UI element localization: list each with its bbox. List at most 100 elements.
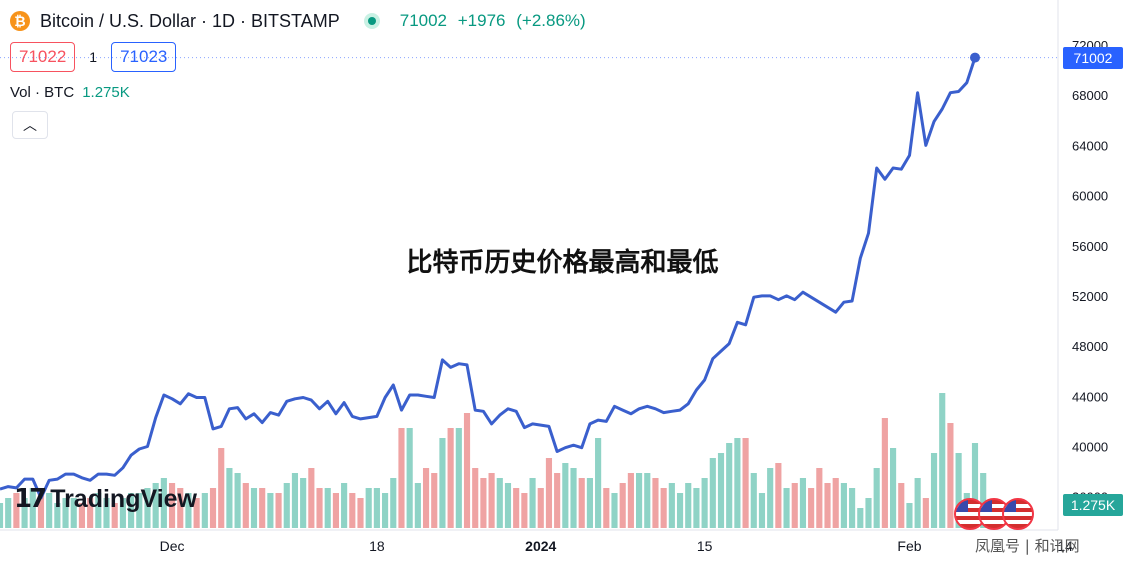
volume-bar [87,498,94,528]
volume-bar [717,453,725,528]
chevron-up-icon: ︿ [23,117,37,133]
volume-bar [619,483,626,528]
y-tick-label: 52000 [1072,289,1108,304]
volume-bar [513,488,520,528]
volume-bar [939,393,946,528]
chart-header: ₿ Bitcoin / U.S. Dollar · 1D · BITSTAMP … [10,8,592,34]
volume-bar [906,503,913,528]
volume-bar [463,413,471,528]
volume-bar [439,438,446,528]
volume-bar [758,493,766,528]
volume-bar [275,493,282,528]
volume-bar [799,478,807,528]
volume-bar [636,473,643,528]
us-flag-icon[interactable] [1002,498,1034,530]
volume-bar [537,488,544,528]
tradingview-logo-text: TradingView [50,484,197,513]
volume-bar [554,473,561,528]
volume-legend: Vol · BTC 1.275K [10,84,130,101]
volume-bar [390,478,397,528]
volume-bar [668,483,675,528]
volume-bar [627,473,634,528]
volume-bar [267,493,274,528]
volume-bar [488,473,495,528]
volume-bar [750,473,757,528]
volume-bar [218,448,225,528]
volume-bar [242,483,249,528]
volume-bar [13,493,20,528]
volume-bar [365,488,372,528]
volume-bar [119,498,126,528]
volume-bar [152,483,159,528]
volume-bar [472,468,479,528]
volume-bar [414,483,421,528]
volume-bar [742,438,749,528]
volume-bar [398,428,405,528]
volume-bar [62,498,69,528]
volume-bar [291,473,299,528]
volume-bar [308,468,315,528]
volume-bar [685,483,692,528]
volume-bar [455,428,462,528]
volume-value: 1.275K [82,84,130,101]
volume-bar [144,488,151,528]
last-price: 71002 [399,11,448,30]
volume-bar [955,453,962,528]
y-tick-label: 48000 [1072,339,1108,354]
volume-bar [816,468,823,528]
volume-bar [382,493,389,528]
volume-bar [726,443,733,528]
volume-bar [709,458,716,528]
volume-bar [201,493,208,528]
volume-bar [849,488,856,528]
x-tick-label: Feb [897,538,921,554]
volume-bar [21,498,28,528]
symbol-title[interactable]: Bitcoin / U.S. Dollar · 1D · BITSTAMP [40,10,340,31]
volume-bar [234,473,241,528]
volume-bar [898,483,905,528]
volume-tag: 1.275K [1063,494,1123,516]
volume-bar [947,423,954,528]
volume-bar [177,488,184,528]
y-tick-label: 56000 [1072,239,1108,254]
x-tick-label: 2024 [525,538,556,554]
tradingview-logo[interactable]: 17 TradingView [14,484,197,514]
volume-bar [603,488,610,528]
volume-bar [586,478,593,528]
volume-bar [37,488,45,528]
volume-bar [324,488,331,528]
volume-bar [95,493,102,528]
volume-bar [0,503,4,528]
economic-events[interactable] [954,498,1034,530]
volume-bar [840,483,847,528]
collapse-legend-button[interactable]: ︿ [12,111,48,139]
volume-bar [652,478,659,528]
volume-bar [422,468,430,528]
sell-price-button[interactable]: 71022 [10,42,76,72]
buy-price-button[interactable]: 71023 [111,42,177,72]
market-status-icon [363,13,380,29]
volume-bar [971,443,979,528]
volume-bar [922,498,929,528]
overlay-title: 比特币历史价格最高和最低 [406,248,719,278]
price-line [0,57,977,500]
volume-bar [29,488,36,528]
volume-bar [250,488,258,528]
volume-bar [128,493,135,528]
volume-bar [111,503,118,528]
volume-bar [660,488,667,528]
volume-bar [259,488,266,528]
bitcoin-icon: ₿ [10,11,30,31]
last-price-info: 71002 +1976 (+2.86%) [400,11,592,31]
last-price-point [970,52,980,63]
volume-bar [78,503,86,528]
volume-bar [496,478,503,528]
y-tick-label: 60000 [1072,189,1108,204]
volume-bar [168,483,176,528]
volume-bar [46,493,53,528]
volume-bar [791,483,798,528]
volume-bar [226,468,233,528]
volume-bar [865,498,872,528]
volume-bar [767,468,774,528]
